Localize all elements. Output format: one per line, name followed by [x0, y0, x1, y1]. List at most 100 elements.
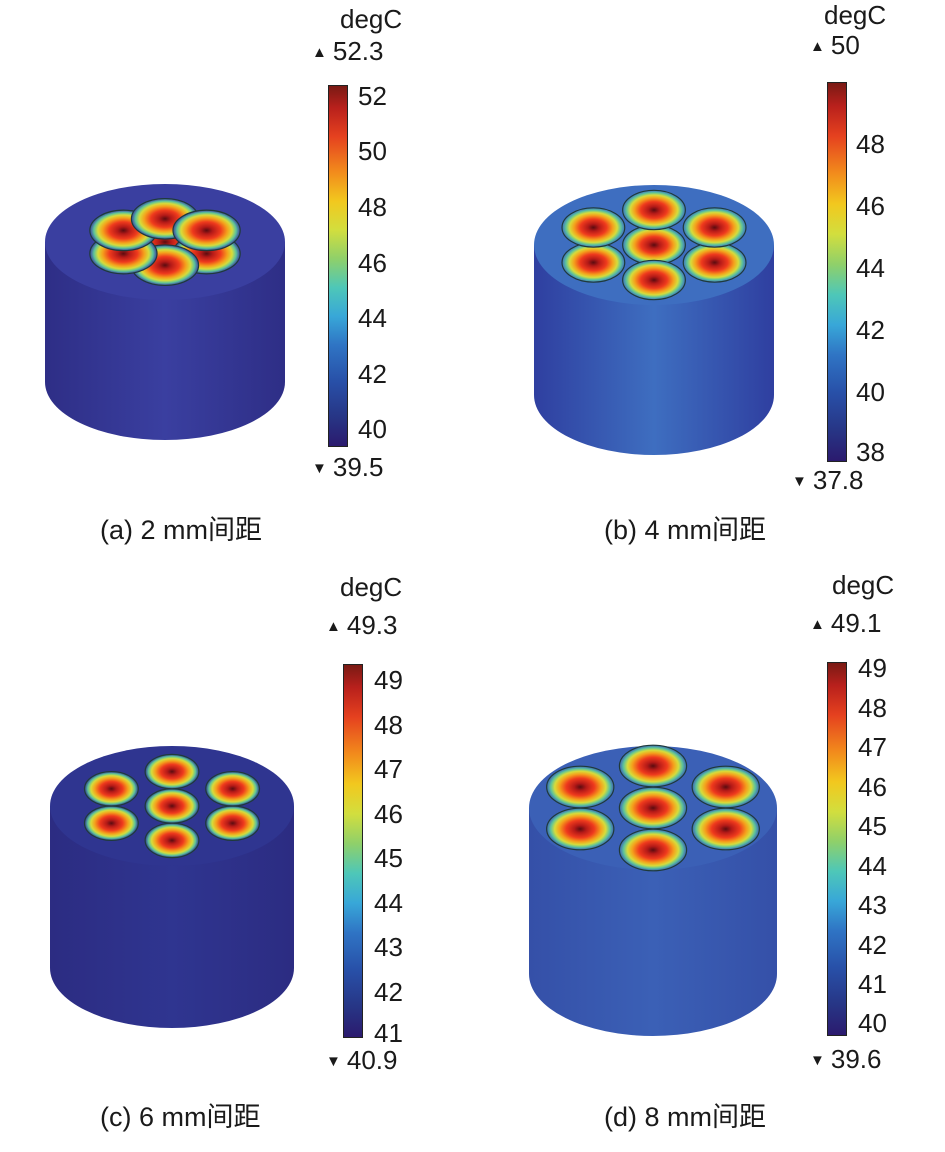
heat-rod-7: [691, 765, 760, 809]
heat-rod-5: [546, 765, 615, 809]
heat-rod-4: [546, 807, 615, 851]
heat-rod-4: [83, 805, 139, 842]
heat-rod-2: [691, 807, 760, 851]
tick-d-0: 49: [858, 653, 887, 683]
tick-c-6: 43: [374, 932, 403, 962]
tick-b-1: 46: [856, 191, 885, 221]
tick-d-1: 48: [858, 693, 887, 723]
max-value-d: 49.1: [830, 608, 882, 638]
heat-rod-7: [172, 209, 241, 252]
max-label-c: ▲ 49.3: [326, 610, 397, 641]
caption-a: (a) 2 mm间距: [100, 515, 262, 545]
tick-d-8: 41: [858, 969, 887, 999]
tick-d-9: 40: [858, 1008, 887, 1038]
tick-a-5: 42: [358, 359, 387, 389]
min-value-d: 39.6: [830, 1044, 882, 1074]
max-label-a: ▲ 52.3: [312, 36, 383, 67]
tick-c-0: 49: [374, 665, 403, 695]
colorbar-a: [328, 85, 348, 447]
max-label-d: ▲ 49.1: [810, 608, 881, 639]
min-triangle-icon: ▼: [312, 460, 327, 477]
tick-a-6: 40: [358, 414, 387, 444]
heat-rod-6: [144, 753, 200, 790]
caption-b: (b) 4 mm间距: [604, 515, 766, 545]
unit-label-d: degC: [832, 570, 895, 600]
tick-c-4: 45: [374, 843, 403, 873]
heat-rod-2: [682, 242, 747, 283]
cylinder-side: [534, 245, 774, 455]
tick-c-8: 41: [374, 1018, 403, 1048]
min-triangle-icon: ▼: [792, 473, 807, 490]
tick-d-4: 45: [858, 811, 887, 841]
colorbar-d: [827, 662, 847, 1036]
tick-a-3: 46: [358, 248, 387, 278]
heat-rod-7: [205, 770, 261, 807]
tick-c-7: 42: [374, 977, 403, 1007]
tick-c-2: 47: [374, 754, 403, 784]
min-value-b: 37.8: [812, 465, 864, 495]
tick-b-4: 40: [856, 377, 885, 407]
tick-c-3: 46: [374, 799, 403, 829]
max-value-a: 52.3: [332, 36, 384, 66]
heat-rod-3: [144, 822, 200, 859]
cylinder-c: [50, 746, 294, 1028]
heat-rod-4: [561, 242, 626, 283]
tick-c-1: 48: [374, 710, 403, 740]
heat-rod-1: [622, 224, 686, 266]
max-label-b: ▲ 50: [810, 30, 860, 61]
max-triangle-icon: ▲: [312, 44, 327, 61]
heat-rod-6: [622, 189, 686, 231]
max-value-c: 49.3: [346, 610, 398, 640]
tick-a-0: 52: [358, 81, 387, 111]
unit-label-b: degC: [824, 0, 887, 30]
cylinder-b: [534, 185, 774, 455]
cylinder-side: [50, 806, 294, 1028]
max-triangle-icon: ▲: [810, 616, 825, 633]
tick-c-5: 44: [374, 888, 403, 918]
min-label-c: ▼ 40.9: [326, 1045, 397, 1076]
panel-c: degC ▲ 49.3 49 48 47 46 45 44 43 42 41 ▼ 4…: [0, 570, 470, 1152]
tick-b-2: 44: [856, 253, 885, 283]
min-label-d: ▼ 39.6: [810, 1044, 881, 1075]
heat-rod-6: [618, 744, 688, 788]
caption-c: (c) 6 mm间距: [100, 1102, 261, 1132]
heat-rod-2: [205, 805, 261, 842]
min-label-a: ▼ 39.5: [312, 452, 383, 483]
heat-rod-1: [618, 786, 688, 830]
tick-d-3: 46: [858, 772, 887, 802]
colorbar-c: [343, 664, 363, 1038]
cylinder-a: [45, 184, 285, 440]
heat-rod-7: [682, 207, 747, 248]
tick-d-6: 43: [858, 890, 887, 920]
panel-a: degC ▲ 52.3 52 50 48 46 44 42 40 ▼ 39.5 (a…: [0, 0, 470, 560]
tick-b-5: 38: [856, 437, 885, 467]
cylinder-side: [529, 808, 777, 1036]
tick-a-1: 50: [358, 136, 387, 166]
caption-d: (d) 8 mm间距: [604, 1102, 766, 1132]
cylinder-d: [529, 744, 777, 1036]
heat-rod-3: [618, 828, 688, 872]
heat-rod-5: [83, 770, 139, 807]
tick-a-4: 44: [358, 303, 387, 333]
tick-d-7: 42: [858, 930, 887, 960]
unit-label-a: degC: [340, 4, 403, 34]
max-triangle-icon: ▲: [810, 38, 825, 55]
heat-rod-1: [144, 788, 200, 824]
panel-b: degC ▲ 50 48 46 44 42 40 38 ▼ 37.8 (b) 4 m…: [470, 0, 945, 560]
tick-b-3: 42: [856, 315, 885, 345]
panel-d: degC ▲ 49.1 49 48 47 46 45 44 43 42 41 40…: [470, 570, 945, 1152]
max-value-b: 50: [830, 30, 860, 60]
heat-rod-5: [561, 207, 626, 248]
min-value-a: 39.5: [332, 452, 384, 482]
tick-b-0: 48: [856, 129, 885, 159]
tick-a-2: 48: [358, 192, 387, 222]
tick-d-5: 44: [858, 851, 887, 881]
heat-rod-3: [622, 259, 686, 301]
min-triangle-icon: ▼: [326, 1053, 341, 1070]
min-label-b: ▼ 37.8: [792, 465, 863, 496]
colorbar-b: [827, 82, 847, 462]
max-triangle-icon: ▲: [326, 618, 341, 635]
min-value-c: 40.9: [346, 1045, 398, 1075]
min-triangle-icon: ▼: [810, 1052, 825, 1069]
tick-d-2: 47: [858, 732, 887, 762]
